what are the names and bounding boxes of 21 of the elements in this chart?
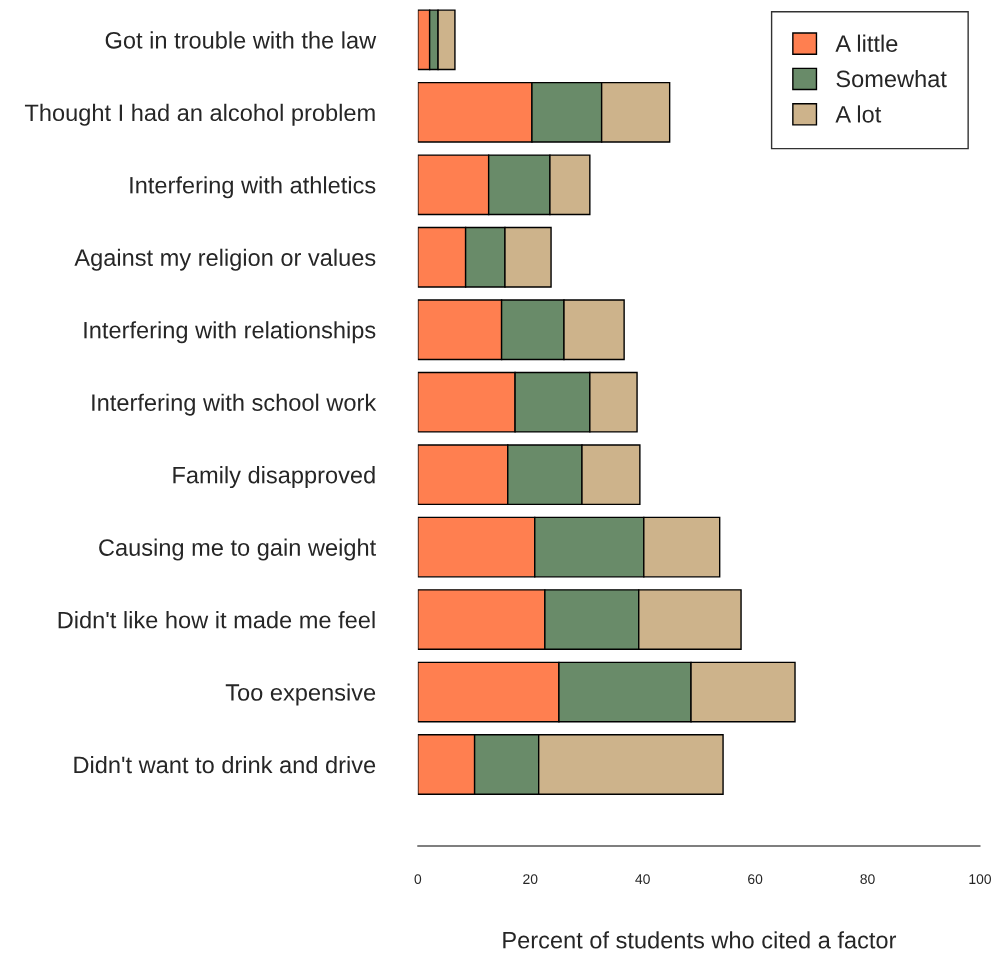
y-tick-label: Didn't like how it made me feel — [58, 611, 375, 629]
x-tick-label: 80 — [860, 874, 875, 885]
x-tick-label: 100 — [969, 874, 991, 885]
x-tick-label: 60 — [748, 874, 763, 885]
y-tick-label: Didn't want to drink and drive — [74, 755, 376, 774]
y-tick-label: Family disapproved — [173, 466, 375, 489]
x-tick-label: 40 — [635, 874, 650, 885]
y-tick-label: Interfering with school work — [92, 393, 377, 416]
legend-label: A little — [835, 34, 898, 52]
y-tick-label: Interfering with relationships — [84, 321, 376, 344]
x-tick-label: 0 — [414, 874, 422, 885]
y-tick-label: Causing me to gain weight — [99, 538, 377, 561]
y-tick-label: Interfering with athletics — [130, 176, 376, 199]
y-tick-label: Got in trouble with the law — [105, 31, 377, 49]
legend-label: A lot — [835, 105, 882, 123]
x-tick-label: 20 — [523, 874, 538, 885]
legend-label: Somewhat — [836, 69, 947, 88]
y-tick-label: Thought I had an alcohol problem — [24, 103, 375, 126]
y-tick-label: Against my religion or values — [74, 248, 376, 271]
x-axis-title: Percent of students who cited a factor — [503, 931, 897, 949]
y-tick-label: Too expensive — [225, 683, 376, 706]
